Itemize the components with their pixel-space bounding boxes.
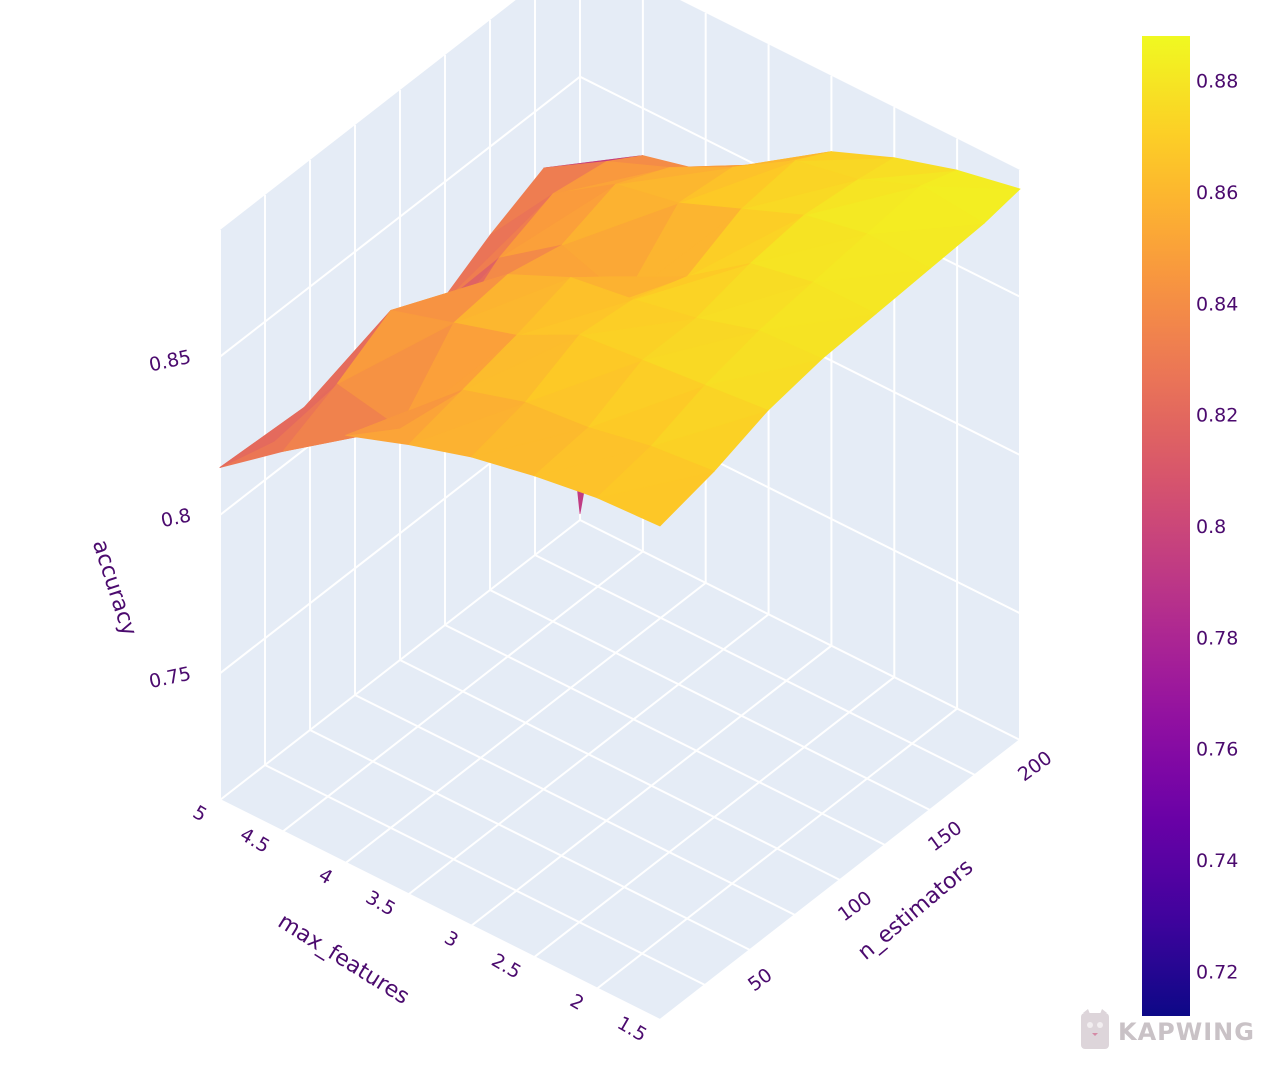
surface-patch: [561, 183, 679, 246]
colorbar-tick-label: 0.82: [1196, 405, 1238, 427]
x-tick-label: 2.5: [488, 949, 525, 983]
z-axis-title: accuracy: [87, 537, 141, 639]
surface-patch: [587, 359, 706, 428]
colorbar-tick-label: 0.86: [1196, 182, 1238, 204]
surface-patch: [749, 214, 868, 264]
axis-panes: [220, 0, 1020, 1020]
surface-patch: [516, 277, 634, 336]
surface: [219, 151, 1021, 527]
colorbar-tick-label: 0.78: [1196, 627, 1238, 649]
grid-line-x: [596, 138, 959, 990]
surface-patch: [533, 427, 652, 477]
x-tick-label: 4: [315, 864, 336, 889]
surface-patch: [866, 185, 985, 235]
surface-patch: [470, 401, 589, 458]
surface-patch: [920, 169, 1021, 190]
y-tick-label: 200: [1014, 747, 1056, 786]
z-tick-label: 0.8: [159, 504, 193, 532]
surface-patch: [812, 233, 931, 283]
y-tick-label: 150: [924, 817, 966, 856]
surface-patch: [399, 322, 517, 429]
surface-patch: [803, 179, 922, 216]
surface-patch: [579, 298, 697, 336]
surface-patch: [741, 160, 859, 210]
surface-patch: [857, 157, 958, 180]
surface-patch: [345, 389, 464, 436]
surface-patch: [282, 383, 401, 452]
kapwing-logo-icon: [1080, 1009, 1110, 1055]
colorbar-tick-label: 0.88: [1196, 71, 1238, 93]
surface-patch: [678, 160, 796, 204]
surface-patch: [650, 384, 769, 447]
watermark-text: KAPWING: [1118, 1018, 1255, 1046]
grid-line-x: [659, 170, 1021, 1021]
surface-patch: [704, 330, 823, 386]
surface-patch: [219, 383, 338, 468]
colorbar-tick-label: 0.8: [1196, 516, 1226, 538]
surface-patch: [453, 274, 571, 324]
surface-patch: [435, 193, 554, 310]
grid-lines: [219, 0, 1021, 1021]
surface-patch: [615, 166, 733, 185]
surface-patch: [624, 202, 742, 300]
surface-patch: [687, 208, 805, 277]
x-tick-label: 5: [189, 801, 210, 826]
y-tick-label: 100: [834, 887, 876, 926]
surface-patch: [695, 263, 814, 319]
z-tick-label: 0.85: [147, 346, 193, 376]
colorbar-tick-label: 0.84: [1196, 293, 1238, 315]
surface-patch: [525, 334, 643, 403]
y-tick-label: 50: [744, 964, 776, 996]
surface-patch: [408, 389, 526, 446]
surface-patch: [336, 309, 455, 385]
surface-patch: [795, 151, 895, 162]
x-tick-label: 2: [566, 990, 587, 1015]
x-tick-label: 3.5: [362, 886, 399, 920]
grid-line-x: [219, 0, 581, 801]
surface-patch: [462, 334, 580, 391]
y-axis-title: n_estimators: [853, 855, 978, 966]
surface-patch: [641, 317, 760, 361]
surface-patch: [758, 281, 877, 332]
x-tick-label: 1.5: [613, 1012, 650, 1046]
x-axis-title: max_features: [273, 909, 413, 1010]
colorbar: 0.88 0.86 0.84 0.82 0.8 0.78 0.76 0.74 0.72: [1142, 36, 1238, 1016]
surface-patch: [552, 160, 671, 195]
x-tick-label: 4.5: [236, 824, 273, 858]
z-tick-label: 0.75: [147, 663, 193, 693]
colorbar-tick-label: 0.74: [1196, 850, 1238, 872]
colorbar-gradient: [1142, 36, 1190, 1016]
colorbar-tick-label: 0.76: [1196, 739, 1238, 761]
colorbar-tick-label: 0.72: [1196, 961, 1238, 983]
surface-patch: [596, 445, 715, 499]
watermark: KAPWING: [1080, 1008, 1254, 1056]
surface-patch: [498, 183, 617, 259]
x-tick-label: 3: [440, 927, 461, 952]
surface-patch: [633, 263, 751, 300]
